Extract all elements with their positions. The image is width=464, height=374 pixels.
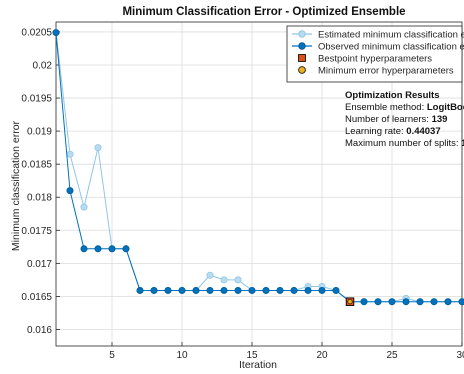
legend-box: [286, 25, 463, 83]
legend-entry-observed: Observed minimum classification error: [292, 42, 464, 53]
x-tick-label: 15: [246, 350, 258, 361]
point-estimated: [206, 271, 214, 279]
x-tick-label: 30: [456, 350, 464, 361]
point-observed: [150, 286, 158, 294]
point-observed: [290, 286, 298, 294]
point-estimated: [66, 150, 74, 158]
y-tick-label: 0.017: [27, 259, 52, 270]
point-observed: [276, 286, 284, 294]
legend: Estimated minimum classification error O…: [286, 25, 464, 83]
x-axis-label: Iteration: [239, 359, 277, 371]
point-observed: [416, 298, 424, 306]
y-axis-label: Minimum classification error: [10, 120, 22, 251]
point-observed: [164, 286, 172, 294]
annotation-line-method: Ensemble method: LogitBoost: [345, 102, 464, 113]
point-observed: [122, 245, 130, 253]
y-tick-label: 0.019: [27, 127, 52, 138]
point-observed: [192, 286, 200, 294]
legend-label-observed: Observed minimum classification error: [318, 42, 464, 53]
point-observed: [374, 298, 382, 306]
point-observed: [136, 286, 144, 294]
point-observed: [206, 286, 214, 294]
legend-label-min-error: Minimum error hyperparameters: [318, 66, 454, 77]
chart-title: Minimum Classification Error - Optimized…: [122, 6, 405, 18]
y-tick-label: 0.02: [33, 60, 53, 71]
legend-entry-estimated: Estimated minimum classification error: [292, 30, 464, 41]
point-observed: [332, 286, 340, 294]
point-observed: [318, 286, 326, 294]
point-observed: [360, 298, 368, 306]
x-tick-label: 25: [386, 350, 398, 361]
annotation-line-learning-rate: Learning rate: 0.44037: [345, 126, 441, 137]
min-error-marker: [347, 299, 353, 305]
y-tick-label: 0.0175: [21, 226, 52, 237]
legend-marker-min-error: [298, 66, 306, 74]
y-tick-label: 0.0205: [21, 27, 52, 38]
axes-box: [55, 21, 463, 347]
point-estimated: [234, 276, 242, 284]
y-tick-label: 0.0165: [21, 292, 52, 303]
series-layer: [52, 29, 464, 306]
point-observed: [66, 187, 74, 195]
legend-marker-observed: [298, 42, 306, 50]
point-observed: [80, 245, 88, 253]
point-observed: [52, 29, 60, 37]
legend-label-estimated: Estimated minimum classification error: [318, 30, 464, 41]
legend-label-bestpoint: Bestpoint hyperparameters: [318, 54, 432, 65]
y-tick-label: 0.018: [27, 193, 52, 204]
point-observed: [262, 286, 270, 294]
legend-entry-bestpoint: Bestpoint hyperparameters: [298, 54, 432, 65]
legend-entry-min-error: Minimum error hyperparameters: [298, 66, 454, 77]
x-tick-label: 10: [176, 350, 188, 361]
point-observed: [458, 298, 464, 306]
point-estimated: [94, 144, 102, 152]
point-observed: [178, 286, 186, 294]
x-tick-label: 20: [316, 350, 328, 361]
point-observed: [388, 298, 396, 306]
point-estimated: [80, 203, 88, 211]
optimization-results: Optimization Results Ensemble method: Lo…: [345, 90, 464, 149]
axes: 5 10 15 20 25 30 0.016 0.0165 0.017 0.0175 0.018 0.…: [21, 21, 464, 361]
point-observed: [430, 298, 438, 306]
x-tick-label: 5: [109, 350, 115, 361]
point-observed: [248, 286, 256, 294]
y-tick-label: 0.016: [27, 325, 52, 336]
annotation-line-learners: Number of learners: 139: [345, 114, 447, 125]
point-observed: [304, 286, 312, 294]
point-observed: [220, 286, 228, 294]
point-observed: [234, 286, 242, 294]
legend-marker-estimated: [298, 30, 306, 38]
annotation-line-splits: Maximum number of splits: 1021: [345, 138, 464, 149]
legend-marker-bestpoint: [298, 54, 306, 62]
point-observed: [108, 245, 116, 253]
y-tick-label: 0.0195: [21, 94, 52, 105]
point-observed: [444, 298, 452, 306]
annotation-title: Optimization Results: [345, 90, 439, 101]
point-observed: [94, 245, 102, 253]
point-observed: [402, 298, 410, 306]
point-estimated: [220, 276, 228, 284]
y-tick-label: 0.0185: [21, 160, 52, 171]
